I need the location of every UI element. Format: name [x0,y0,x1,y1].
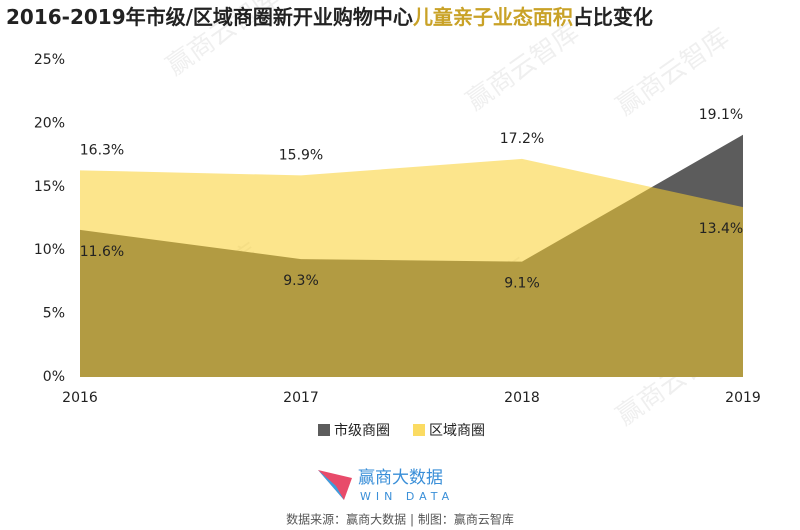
y-tick-label: 15% [34,179,65,195]
legend-label: 区域商圈 [429,423,485,439]
title-part: 儿童亲子业态面积 [412,5,573,29]
chart-title: 2016-2019年市级/区域商圈新开业购物中心儿童亲子业态面积占比变化 [6,5,653,29]
data-label: 19.1% [699,107,743,123]
data-label: 17.2% [500,131,544,147]
x-tick-label: 2017 [283,390,319,406]
logo-icon [318,470,352,500]
logo [318,470,352,500]
y-tick-label: 20% [34,115,65,131]
data-label: 9.3% [283,273,319,289]
watermark: 赢商云智库 [461,18,585,117]
title-part: 占比变化 [573,5,653,29]
data-label: 11.6% [80,244,124,260]
title-part: 2016-2019年市级/区域商圈新开业购物中心 [6,5,413,29]
area [80,158,743,377]
legend-swatch [413,424,425,436]
y-tick-label: 5% [43,306,65,322]
source: 数据来源：赢商大数据 | 制图：赢商云智库 [286,512,514,527]
x-tick-label: 2019 [725,390,761,406]
data-label: 16.3% [80,142,124,158]
logo-subtitle: WIN DATA [360,490,454,503]
x-tick-label: 2018 [504,390,540,406]
data-label: 15.9% [279,147,323,163]
x-tick-label: 2016 [62,390,98,406]
legend-swatch [318,424,330,436]
logo-icon [318,470,344,500]
logo-name: 赢商大数据 [358,468,443,488]
legend-label: 市级商圈 [334,422,390,439]
data-label: 9.1% [504,276,540,292]
y-tick-label: 25% [34,52,65,68]
y-tick-label: 0% [43,369,65,385]
y-tick-label: 10% [34,242,65,258]
data-label: 13.4% [699,221,743,237]
